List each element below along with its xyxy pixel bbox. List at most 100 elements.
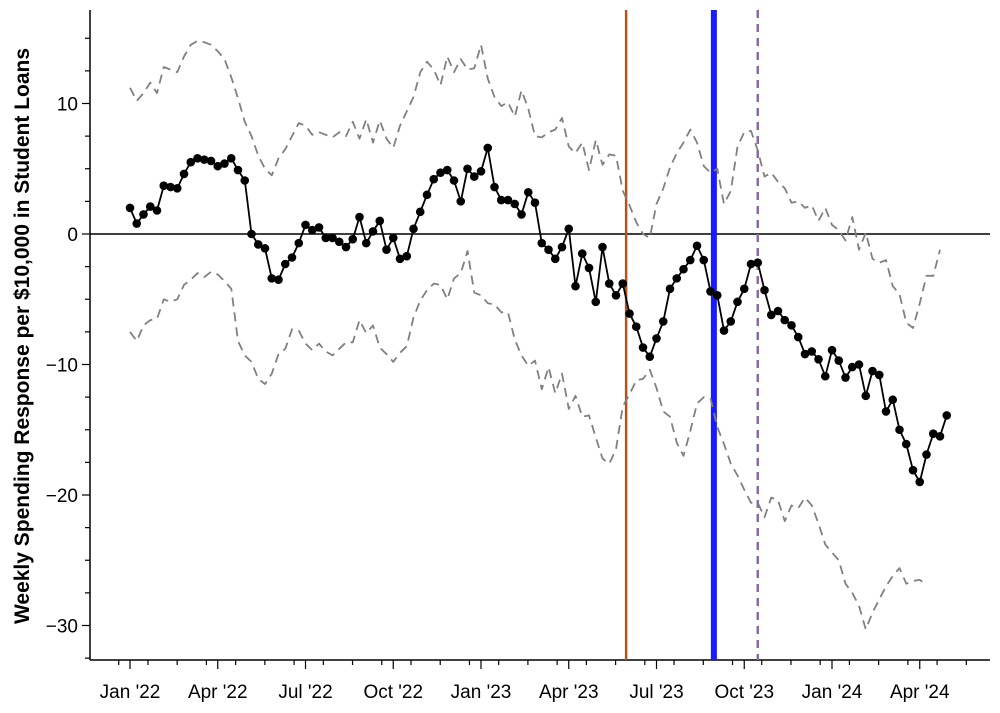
y-tick-label: −20 [46, 486, 78, 507]
estimate-point [847, 362, 857, 372]
estimate-point [172, 184, 182, 193]
estimate-point [321, 233, 331, 243]
estimate-point [301, 220, 310, 230]
estimate-point [706, 287, 715, 296]
estimate-point [598, 242, 607, 252]
estimate-point [807, 347, 817, 356]
estimate-point [145, 202, 155, 211]
estimate-point [746, 259, 756, 269]
estimate-point [496, 195, 506, 205]
estimate-point [382, 245, 391, 254]
x-tick-label: Oct '22 [363, 682, 423, 703]
y-tick-label: 0 [67, 225, 78, 246]
estimate-point [841, 373, 850, 382]
upper-bound-line [129, 40, 941, 329]
estimate-point [604, 279, 614, 288]
estimate-point [854, 360, 864, 369]
estimate-point [766, 310, 776, 320]
estimate-point [733, 297, 742, 307]
estimate-point [233, 165, 243, 175]
estimate-point [226, 154, 236, 163]
estimate-point [820, 371, 830, 381]
estimate-point [631, 322, 641, 331]
estimate-point [530, 198, 540, 207]
estimate-point [510, 199, 520, 209]
x-tick-label: Apr '22 [188, 682, 248, 703]
estimate-point [220, 159, 229, 168]
estimate-point [368, 227, 378, 236]
estimate-point [584, 263, 594, 273]
estimate-point [550, 254, 560, 264]
axes [82, 10, 990, 669]
estimate-line [129, 146, 948, 483]
estimate-point [328, 233, 337, 243]
estimate-point [483, 143, 493, 153]
estimate-point [375, 216, 385, 226]
estimate-point [348, 234, 358, 244]
estimate-point [490, 182, 499, 192]
estimate-point [928, 429, 938, 438]
estimate-point [881, 407, 891, 416]
estimate-point [760, 285, 769, 295]
estimate-point [901, 439, 911, 449]
estimate-point [712, 291, 722, 300]
y-tick-label: 10 [57, 95, 78, 116]
estimate-point [334, 237, 344, 247]
estimate-point [861, 391, 871, 401]
estimate-point [814, 354, 823, 364]
estimate-point [341, 242, 351, 252]
estimate-point [699, 255, 709, 265]
x-tick-label: Jul '23 [629, 682, 683, 703]
estimate-point [827, 345, 837, 355]
estimate-point [503, 195, 513, 205]
estimate-point [361, 238, 371, 248]
estimate-point [395, 254, 405, 264]
estimate-point [415, 207, 425, 217]
estimate-point [800, 349, 810, 359]
estimate-point [773, 306, 783, 316]
estimate-point [355, 212, 364, 222]
x-tick-label: Jan '24 [802, 682, 863, 703]
estimate-point [280, 259, 290, 269]
estimate-point [692, 241, 702, 251]
estimate-point [307, 225, 317, 235]
estimate-point [753, 258, 763, 268]
estimate-point [274, 275, 283, 284]
estimate-point [618, 279, 628, 288]
estimate-point [611, 291, 621, 300]
estimate-point [159, 181, 169, 191]
estimate-point [476, 167, 486, 176]
estimate-point [449, 176, 459, 185]
estimate-point [260, 244, 270, 253]
estimate-point [908, 465, 918, 475]
estimate-point [139, 210, 148, 219]
estimate-point [152, 206, 162, 215]
estimate-point [888, 395, 898, 405]
estimate-point [564, 224, 574, 234]
estimate-point [253, 240, 263, 249]
estimate-point [874, 370, 884, 380]
lower-bound-line [129, 250, 928, 631]
estimate-point [577, 249, 587, 258]
estimate-point [523, 187, 533, 197]
y-tick-label: −30 [46, 617, 78, 638]
x-tick-label: Jan '22 [100, 682, 161, 703]
estimate-point [935, 431, 945, 441]
estimate-point [179, 169, 189, 179]
estimate-point [868, 366, 877, 376]
estimate-point [247, 229, 256, 239]
estimate-point [409, 224, 418, 234]
estimate-point [787, 321, 796, 330]
x-tick-label: Apr '23 [539, 682, 599, 703]
estimate-point [638, 343, 648, 352]
estimate-point [388, 233, 398, 243]
tick-labels: 10 0 −10 −20 −30 Jan '22 Apr '22 Jul '22 Oct '22… [46, 95, 950, 704]
estimate-point [834, 356, 844, 365]
estimate-point [442, 165, 452, 175]
estimate-points [125, 143, 952, 487]
estimate-point [679, 264, 688, 274]
x-tick-label: Oct '23 [714, 682, 774, 703]
estimate-point [517, 210, 526, 219]
estimate-point [469, 172, 479, 181]
